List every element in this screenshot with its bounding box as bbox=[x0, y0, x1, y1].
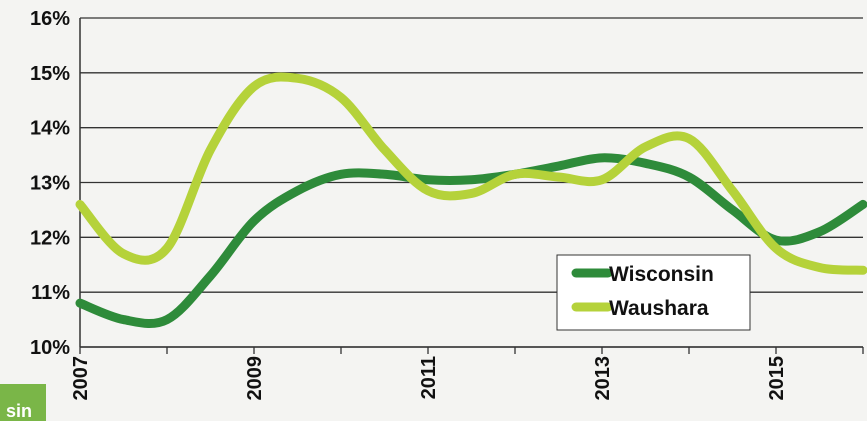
legend: Wisconsin Waushara bbox=[556, 254, 751, 331]
y-tick-label: 14% bbox=[30, 118, 70, 140]
y-tick-label: 13% bbox=[30, 173, 70, 195]
x-tick-label: 2011 bbox=[418, 356, 440, 399]
x-tick-label: 2007 bbox=[70, 356, 92, 401]
y-tick-label: 10% bbox=[30, 337, 70, 359]
series-line-waushara bbox=[75, 72, 867, 275]
y-tick-label: 16% bbox=[30, 8, 70, 30]
axes bbox=[79, 18, 864, 354]
legend-label-waushara: Waushara bbox=[609, 297, 709, 320]
corner-badge: sin bbox=[0, 384, 46, 421]
legend-box bbox=[556, 254, 751, 331]
x-axis-ticks: 2007 2009 2011 2013 2015 bbox=[70, 356, 788, 401]
y-tick-label: 11% bbox=[31, 282, 70, 304]
x-tick-label: 2013 bbox=[592, 356, 614, 401]
gridlines bbox=[80, 17, 863, 348]
legend-label-wisconsin: Wisconsin bbox=[609, 263, 714, 286]
corner-badge-label: sin bbox=[6, 401, 33, 421]
y-axis-ticks: 10% 11% 12% 13% 14% 15% 16% bbox=[30, 8, 70, 359]
x-tick-label: 2015 bbox=[766, 356, 788, 401]
y-tick-label: 12% bbox=[30, 227, 70, 249]
series-lines bbox=[75, 72, 867, 329]
series-line-wisconsin bbox=[75, 153, 867, 329]
x-tick-label: 2009 bbox=[244, 356, 266, 401]
y-tick-label: 15% bbox=[30, 63, 70, 85]
